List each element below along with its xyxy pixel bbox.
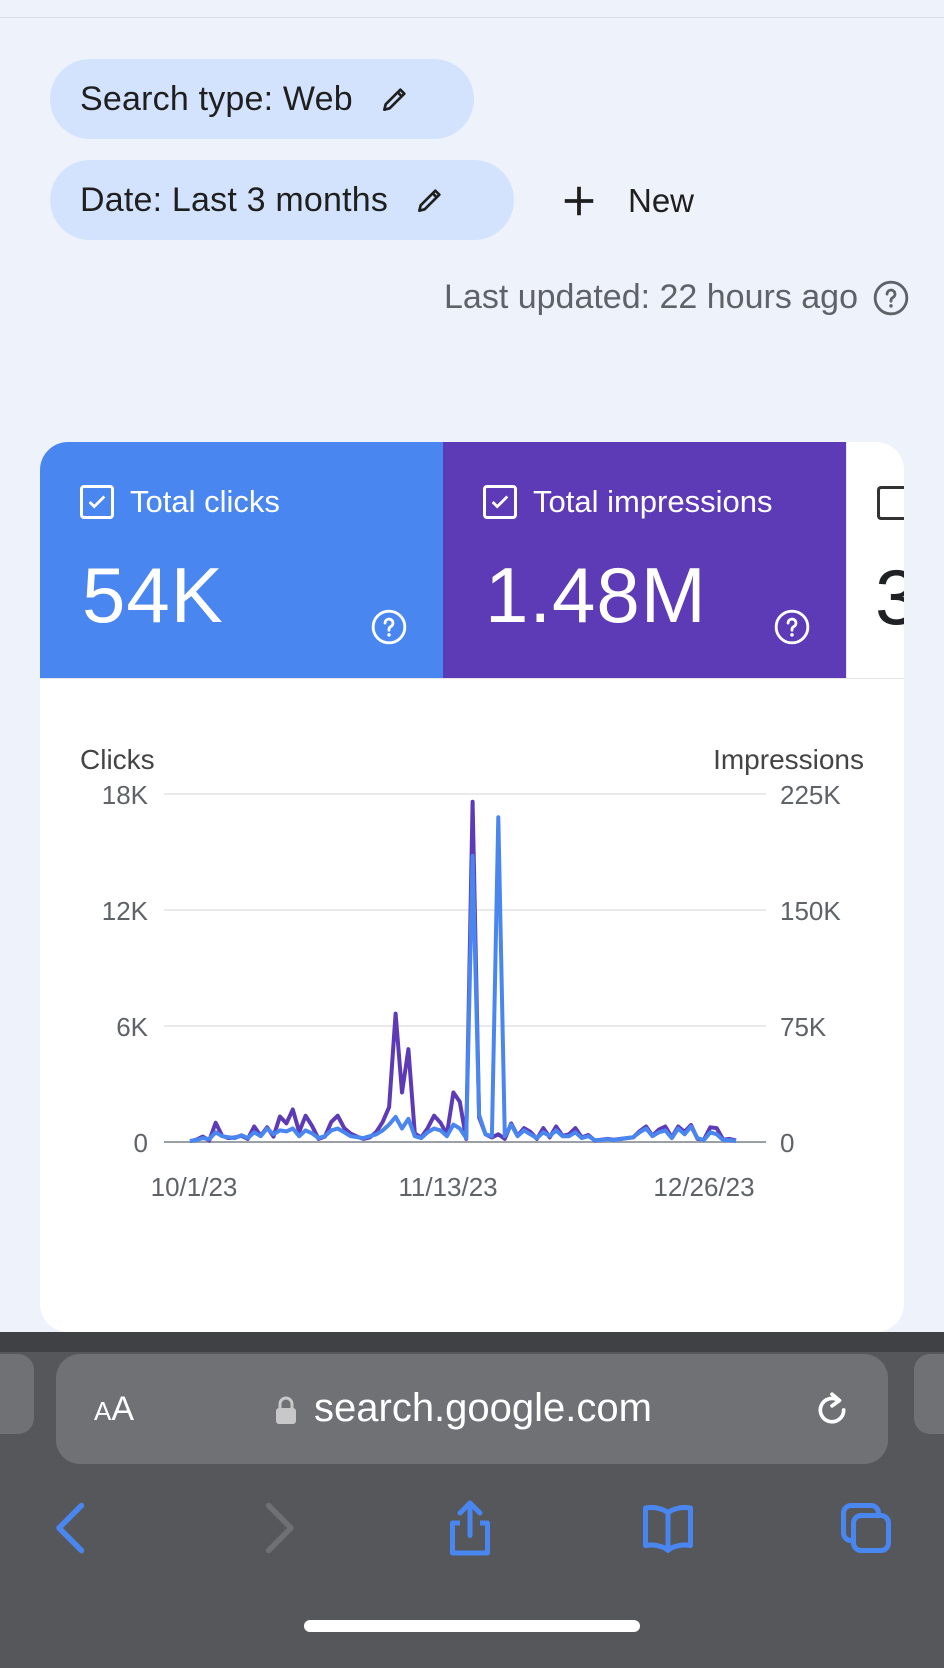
series-line-clicks bbox=[189, 815, 737, 1143]
help-circle-icon[interactable] bbox=[370, 608, 408, 646]
divider bbox=[40, 678, 904, 679]
y-tick-left: 12K bbox=[102, 896, 149, 926]
checkbox-checked-icon[interactable] bbox=[483, 485, 517, 519]
help-circle-icon[interactable] bbox=[872, 279, 910, 317]
top-divider bbox=[0, 17, 944, 18]
tabs-icon[interactable] bbox=[836, 1498, 896, 1558]
metric-value: 1.48M bbox=[485, 551, 707, 639]
help-circle-icon[interactable] bbox=[773, 608, 811, 646]
metric-total-impressions[interactable]: Total impressions 1.48M bbox=[443, 442, 846, 678]
last-updated-text: Last updated: 22 hours ago bbox=[444, 278, 858, 316]
reload-icon[interactable] bbox=[812, 1390, 852, 1430]
chevron-right-icon[interactable] bbox=[246, 1498, 306, 1558]
metric-value: 3 bbox=[875, 553, 904, 641]
previous-tab-peek[interactable] bbox=[0, 1354, 34, 1434]
chevron-left-icon[interactable] bbox=[44, 1498, 104, 1558]
reader-settings-button[interactable]: AA bbox=[94, 1390, 134, 1429]
home-indicator bbox=[304, 1620, 640, 1632]
y-tick-left: 18K bbox=[102, 780, 149, 810]
series-line-impressions bbox=[189, 799, 737, 1144]
checkbox-unchecked-icon[interactable] bbox=[877, 486, 904, 520]
y-tick-right: 150K bbox=[780, 896, 841, 926]
metric-third-partial[interactable]: 3 bbox=[846, 442, 904, 678]
metric-value: 54K bbox=[82, 551, 224, 639]
aa-big: A bbox=[111, 1390, 135, 1428]
checkbox-checked-icon[interactable] bbox=[80, 485, 114, 519]
last-updated: Last updated: 22 hours ago bbox=[444, 278, 910, 317]
address-bar[interactable]: AA search.google.com bbox=[56, 1354, 888, 1464]
pencil-icon[interactable] bbox=[379, 83, 411, 115]
x-tick-label: 10/1/23 bbox=[151, 1172, 238, 1202]
y-axis-left-title: Clicks bbox=[80, 744, 155, 775]
y-tick-left: 6K bbox=[116, 1012, 148, 1042]
browser-chrome: AA search.google.com bbox=[0, 1332, 944, 1668]
share-icon[interactable] bbox=[440, 1498, 500, 1558]
browser-top-strip bbox=[0, 1332, 944, 1352]
metric-label: Total clicks bbox=[130, 484, 280, 519]
metric-label: Total impressions bbox=[533, 484, 773, 519]
date-filter-chip[interactable]: Date: Last 3 months bbox=[50, 160, 514, 240]
x-tick-label: 12/26/23 bbox=[653, 1172, 754, 1202]
x-tick-label: 11/13/23 bbox=[398, 1172, 497, 1202]
new-filter-button[interactable]: New bbox=[560, 176, 694, 226]
y-tick-left: 0 bbox=[134, 1128, 148, 1158]
search-type-filter-chip[interactable]: Search type: Web bbox=[50, 59, 474, 139]
metric-total-clicks[interactable]: Total clicks 54K bbox=[40, 442, 443, 678]
y-tick-right: 75K bbox=[780, 1012, 827, 1042]
pencil-icon[interactable] bbox=[414, 184, 446, 216]
url-text[interactable]: search.google.com bbox=[314, 1386, 652, 1430]
performance-card: Total clicks 54K Total impressions 1.48M… bbox=[40, 442, 904, 1332]
lock-icon bbox=[276, 1396, 296, 1424]
y-tick-right: 0 bbox=[780, 1128, 794, 1158]
y-tick-right: 225K bbox=[780, 780, 841, 810]
date-filter-label: Date: Last 3 months bbox=[80, 180, 389, 219]
next-tab-peek[interactable] bbox=[914, 1354, 944, 1434]
y-axis-right-title: Impressions bbox=[713, 744, 864, 775]
book-icon[interactable] bbox=[638, 1498, 698, 1558]
search-type-filter-label: Search type: Web bbox=[80, 79, 353, 118]
new-filter-label: New bbox=[628, 182, 695, 219]
aa-small: A bbox=[94, 1396, 112, 1426]
plus-icon bbox=[564, 186, 594, 216]
